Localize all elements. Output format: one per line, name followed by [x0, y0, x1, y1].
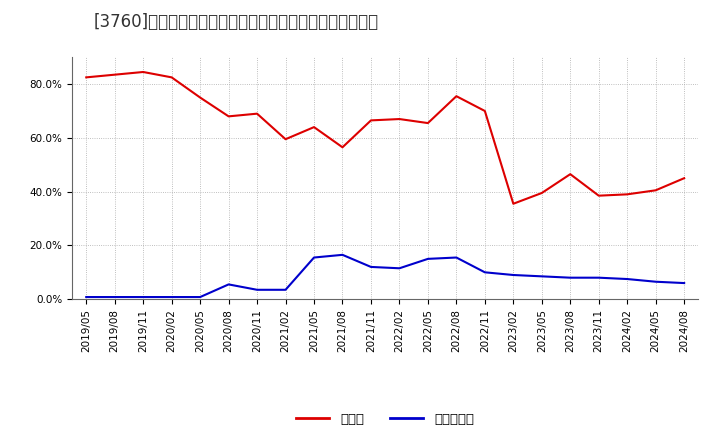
Legend: 現預金, 有利子負債: 現預金, 有利子負債	[291, 407, 480, 431]
Text: [3760]　現預金、有利子負債の総資産に対する比率の推移: [3760] 現預金、有利子負債の総資産に対する比率の推移	[94, 13, 379, 31]
